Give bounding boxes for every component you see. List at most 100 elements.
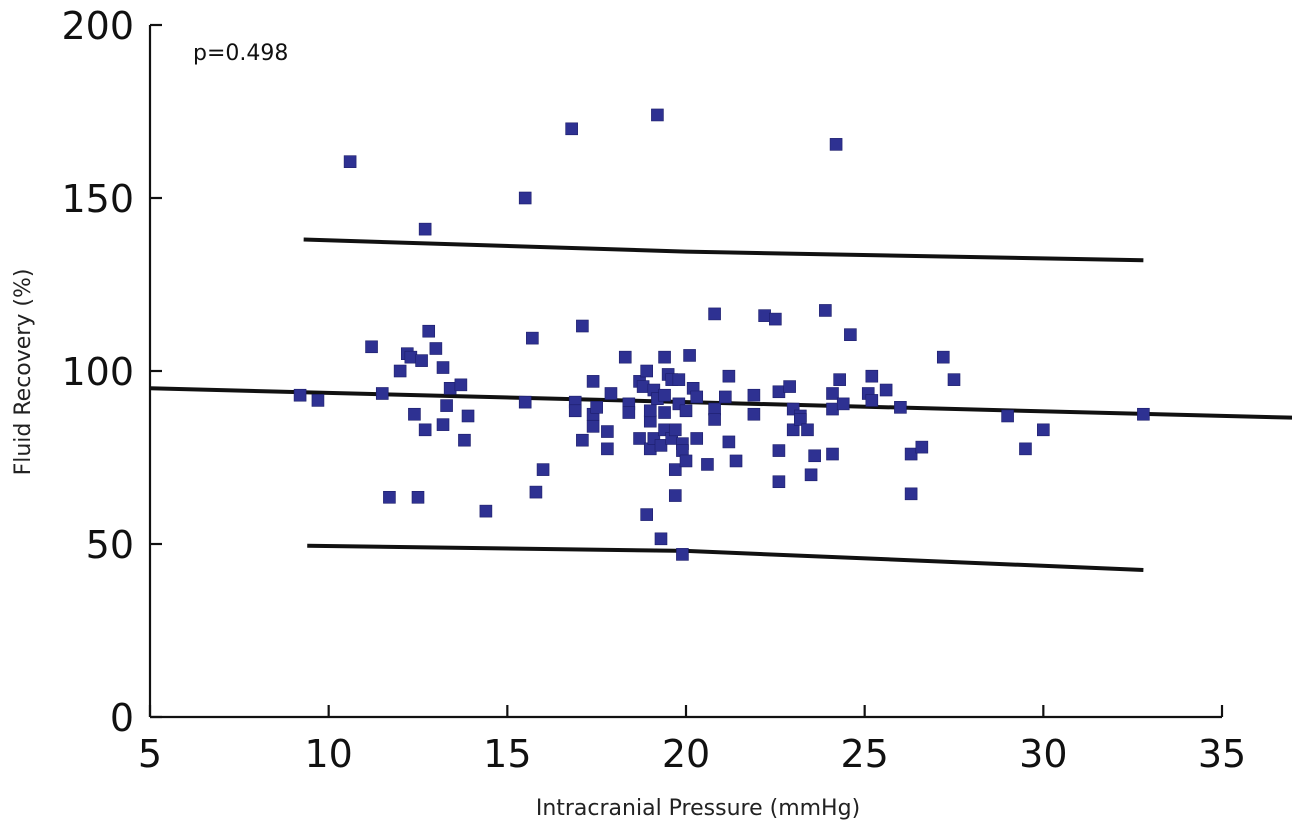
data-point — [947, 373, 961, 386]
data-point — [311, 394, 325, 407]
data-point — [454, 378, 468, 392]
data-point — [894, 401, 907, 414]
data-point — [643, 404, 657, 418]
data-point — [618, 350, 632, 364]
data-point — [529, 485, 543, 499]
data-point — [461, 409, 475, 423]
data-point — [479, 504, 493, 518]
data-point — [690, 390, 704, 404]
data-point — [676, 548, 689, 561]
data-point — [590, 401, 603, 414]
data-point — [668, 423, 682, 437]
data-point — [658, 350, 671, 364]
y-tick-label: 100 — [61, 350, 134, 394]
data-point — [729, 454, 743, 468]
data-point — [622, 406, 636, 419]
data-point — [826, 402, 839, 416]
data-point — [936, 350, 950, 364]
p-value-annotation: p=0.498 — [193, 41, 288, 66]
x-tick-label: 25 — [840, 732, 888, 776]
data-point — [719, 390, 732, 404]
data-point — [601, 425, 614, 438]
data-point — [658, 406, 671, 419]
data-point — [708, 307, 721, 321]
data-point — [436, 418, 450, 431]
x-tick-label: 30 — [1019, 732, 1067, 776]
data-point — [422, 324, 436, 338]
data-point — [1001, 409, 1014, 423]
data-point — [769, 312, 782, 326]
data-point — [393, 364, 407, 378]
x-axis-title: Intracranial Pressure (mmHg) — [536, 796, 860, 821]
data-point — [568, 404, 582, 418]
data-point — [293, 388, 307, 402]
ticks: 5 10 15 20 25 30 35 0 50 100 150 200 — [61, 4, 1246, 776]
x-tick-label: 35 — [1198, 732, 1246, 776]
data-point — [1137, 407, 1150, 421]
y-tick-label: 0 — [110, 696, 134, 740]
data-point — [672, 373, 686, 386]
data-point — [436, 361, 450, 374]
data-point — [819, 304, 832, 317]
data-point — [747, 388, 761, 402]
data-point — [836, 397, 850, 411]
data-point — [865, 369, 879, 383]
x-tick-label: 10 — [304, 732, 352, 776]
data-point — [576, 433, 589, 447]
data-point — [915, 440, 929, 454]
data-point — [604, 387, 618, 400]
data-point — [518, 395, 532, 409]
data-point — [679, 404, 693, 418]
data-point — [418, 222, 432, 236]
data-point — [565, 122, 578, 136]
data-point — [786, 423, 800, 437]
data-point — [365, 340, 378, 354]
data-point — [1019, 442, 1032, 456]
y-axis-title: Fluid Recovery (%) — [11, 269, 36, 476]
x-tick-label: 5 — [138, 732, 162, 776]
data-point — [668, 489, 682, 502]
data-point — [651, 108, 664, 122]
data-point — [458, 433, 471, 447]
x-tick-label: 20 — [662, 732, 710, 776]
data-point — [576, 319, 589, 333]
data-point — [829, 138, 843, 151]
data-point — [758, 309, 771, 322]
data-point — [904, 447, 918, 461]
data-point — [772, 444, 786, 457]
data-point — [343, 155, 357, 168]
data-point — [404, 350, 418, 364]
data-point — [783, 380, 796, 393]
y-tick-label: 150 — [61, 177, 134, 221]
data-point — [826, 387, 839, 400]
data-point — [865, 394, 879, 407]
data-point — [794, 413, 807, 426]
x-tick-label: 15 — [483, 732, 531, 776]
lower-limit-line — [307, 543, 1144, 572]
data-point — [904, 487, 918, 501]
data-point — [683, 349, 696, 362]
data-point — [383, 490, 396, 504]
data-point — [747, 407, 761, 421]
data-point — [658, 388, 671, 402]
data-point — [418, 423, 432, 437]
data-point — [708, 413, 721, 426]
data-point — [440, 399, 453, 412]
data-point — [586, 420, 600, 433]
data-point — [679, 454, 693, 468]
data-point — [633, 432, 646, 445]
data-point — [1037, 423, 1050, 437]
data-points — [293, 108, 1150, 561]
data-point — [808, 449, 821, 463]
data-point — [518, 191, 532, 205]
data-point — [690, 432, 704, 445]
data-point — [443, 381, 457, 395]
y-tick-label: 50 — [86, 523, 134, 567]
data-point — [722, 369, 736, 383]
data-point — [636, 380, 650, 393]
data-point — [408, 407, 421, 421]
data-point — [844, 328, 857, 341]
data-point — [640, 364, 653, 378]
data-point — [668, 463, 682, 476]
